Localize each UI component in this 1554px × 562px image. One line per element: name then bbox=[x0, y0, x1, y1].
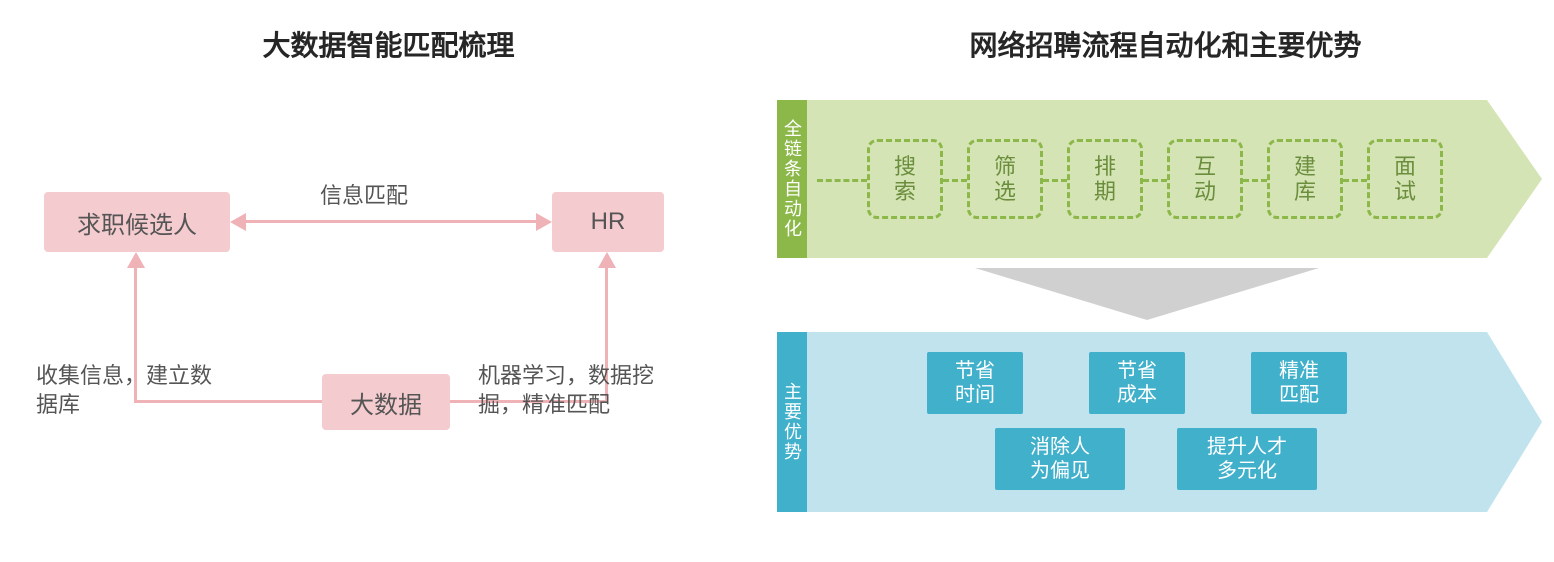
edge-match-label: 信息匹配 bbox=[320, 182, 408, 211]
chain-step-3: 互动 bbox=[1167, 139, 1243, 219]
band-automation: 全链条自动化 搜索筛选排期互动建库面试 bbox=[777, 100, 1547, 258]
node-bigdata: 大数据 bbox=[322, 374, 450, 430]
edge-collect-label: 收集信息，建立数据库 bbox=[36, 362, 246, 419]
advantage-box: 提升人才多元化 bbox=[1177, 428, 1317, 490]
chain-step-4: 建库 bbox=[1267, 139, 1343, 219]
band-automation-tab: 全链条自动化 bbox=[777, 100, 807, 258]
node-candidate: 求职候选人 bbox=[44, 192, 230, 252]
advantage-box: 节省成本 bbox=[1089, 352, 1185, 414]
chain-link-5 bbox=[1343, 179, 1367, 182]
right-title: 网络招聘流程自动化和主要优势 bbox=[777, 24, 1554, 64]
edge-match-arrow-right bbox=[536, 213, 552, 231]
chain-link-1 bbox=[943, 179, 967, 182]
advantage-box: 消除人为偏见 bbox=[995, 428, 1125, 490]
edge-ml-arrow bbox=[598, 252, 616, 268]
chain-step-0: 搜索 bbox=[867, 139, 943, 219]
edge-collect-arrow bbox=[127, 252, 145, 268]
node-hr: HR bbox=[552, 192, 664, 252]
chain-link-3 bbox=[1143, 179, 1167, 182]
chain-link-start bbox=[817, 179, 867, 182]
chain-step-2: 排期 bbox=[1067, 139, 1143, 219]
chain-link-4 bbox=[1243, 179, 1267, 182]
band-advantages: 主要优势 节省时间 节省成本 精准匹配消除人为偏见提升人才多元化 bbox=[777, 332, 1547, 512]
band-advantages-tab: 主要优势 bbox=[777, 332, 807, 512]
chain-link-2 bbox=[1043, 179, 1067, 182]
edge-ml-label: 机器学习，数据挖掘，精准匹配 bbox=[478, 362, 718, 419]
left-diagram: 大数据智能匹配梳理 求职候选人 HR 大数据 信息匹配 收集信息，建立数据库 机… bbox=[0, 0, 777, 562]
down-arrow-icon bbox=[975, 268, 1319, 320]
left-title: 大数据智能匹配梳理 bbox=[0, 24, 777, 64]
edge-match-line bbox=[244, 220, 538, 223]
advantage-box: 节省时间 bbox=[927, 352, 1023, 414]
edge-match-arrow-left bbox=[230, 213, 246, 231]
chain-step-5: 面试 bbox=[1367, 139, 1443, 219]
advantage-box: 精准匹配 bbox=[1251, 352, 1347, 414]
right-diagram: 网络招聘流程自动化和主要优势 全链条自动化 搜索筛选排期互动建库面试 主要优势 … bbox=[777, 0, 1554, 562]
chain-step-1: 筛选 bbox=[967, 139, 1043, 219]
